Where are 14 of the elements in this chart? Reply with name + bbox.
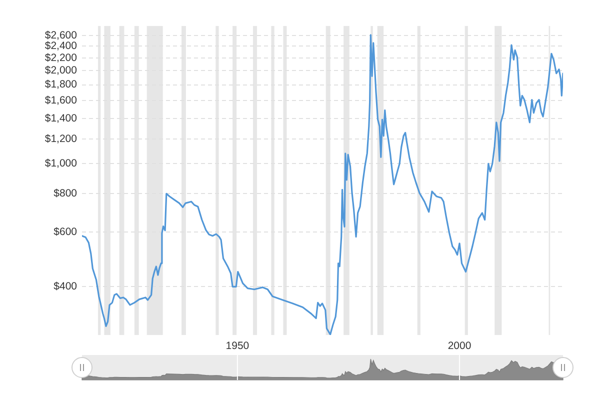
y-tick-label: $1,800 <box>44 78 78 91</box>
y-tick-label: $400 <box>54 280 78 293</box>
y-tick-label: $2,200 <box>44 52 78 64</box>
y-tick-label: $1,200 <box>44 133 78 146</box>
y-tick-label: $800 <box>54 188 78 200</box>
y-tick-label: $1,600 <box>44 94 78 107</box>
y-tick-label: $1,000 <box>44 158 78 170</box>
y-tick-label: $2,400 <box>44 40 78 52</box>
y-tick-label: $2,000 <box>44 64 78 77</box>
y-tick-label: $600 <box>54 226 78 238</box>
x-tick-label: 1950 <box>226 340 250 352</box>
x-tick-label: 2000 <box>448 340 472 352</box>
y-tick-label: $2,600 <box>44 29 78 42</box>
y-tick-label: $1,400 <box>44 112 78 124</box>
